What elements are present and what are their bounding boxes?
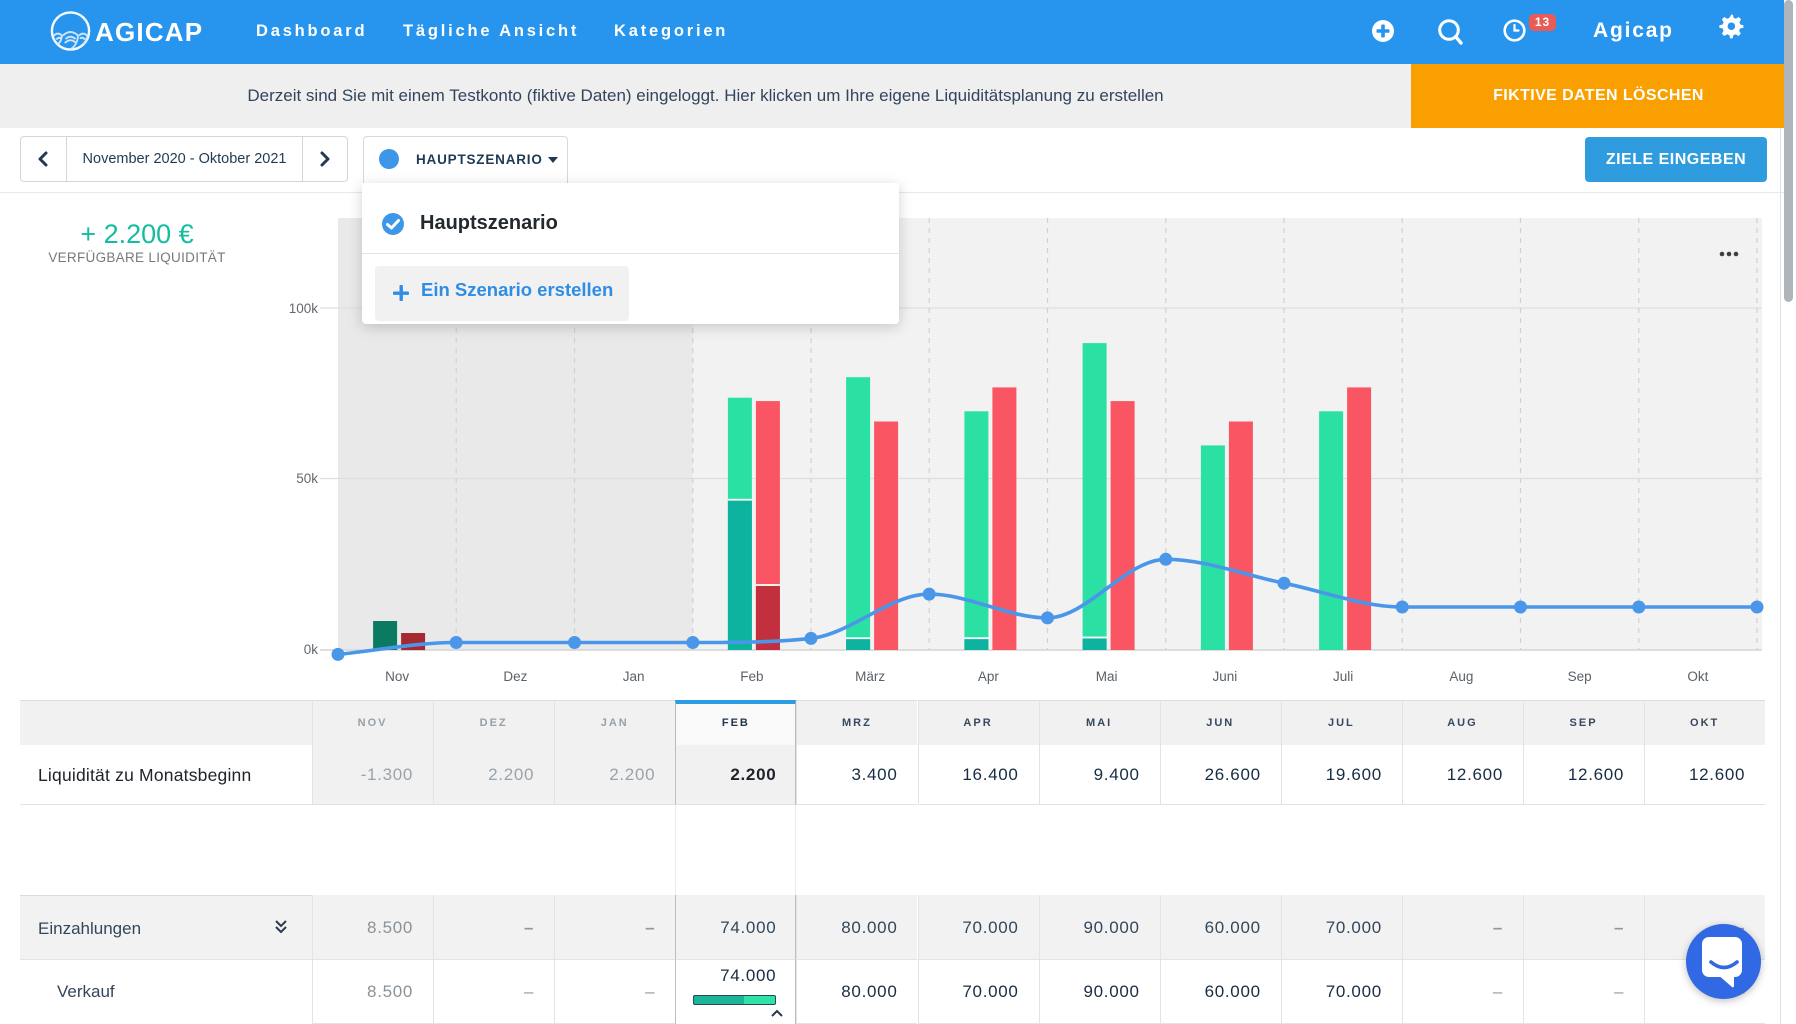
svg-text:Mai: Mai: [1096, 669, 1118, 684]
svg-text:Apr: Apr: [978, 669, 1000, 684]
svg-text:Jan: Jan: [623, 669, 645, 684]
svg-text:100k: 100k: [289, 301, 319, 316]
svg-text:Okt: Okt: [1687, 669, 1708, 684]
svg-text:Nov: Nov: [385, 669, 409, 684]
svg-text:Sep: Sep: [1568, 669, 1592, 684]
svg-text:Feb: Feb: [740, 669, 763, 684]
svg-text:März: März: [855, 669, 885, 684]
svg-text:Dez: Dez: [503, 669, 527, 684]
svg-text:Juni: Juni: [1213, 669, 1238, 684]
svg-text:0k: 0k: [304, 642, 319, 657]
svg-text:50k: 50k: [296, 471, 318, 486]
svg-text:Juli: Juli: [1333, 669, 1353, 684]
svg-text:Aug: Aug: [1449, 669, 1473, 684]
